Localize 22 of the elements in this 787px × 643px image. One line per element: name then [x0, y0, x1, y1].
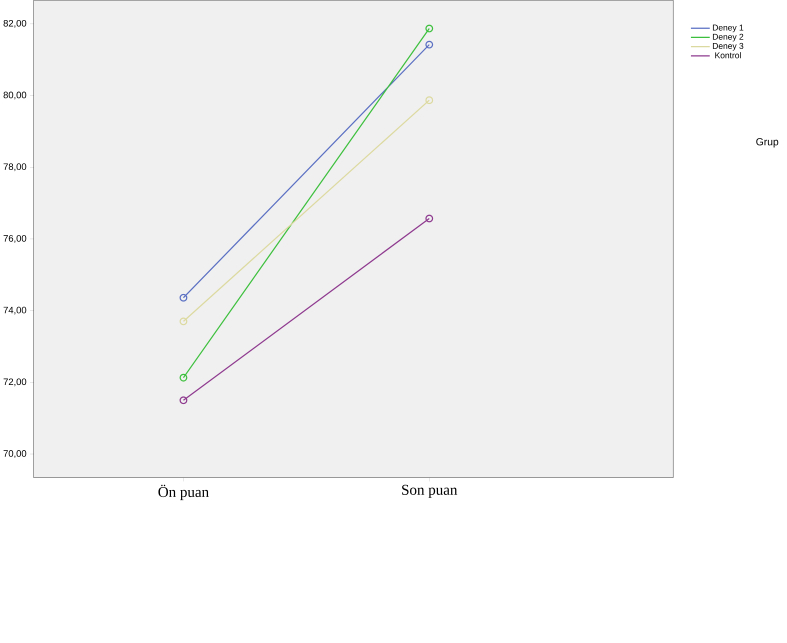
y-tick-label: 74,00 [4, 306, 26, 315]
legend-label: Deney 1 [712, 24, 744, 32]
point [425, 40, 434, 49]
y-tick-label: 76,00 [4, 235, 26, 244]
point [180, 374, 188, 382]
legend-label: Deney 2 [712, 34, 744, 42]
y-tick-label: 82,00 [4, 20, 26, 28]
y-tick-label: 78,00 [4, 164, 26, 172]
y-tick-label: 80,00 [4, 92, 26, 100]
legend-title: Grup [756, 138, 778, 148]
point [180, 318, 188, 326]
legend-label: Kontrol [715, 52, 741, 59]
point [425, 214, 434, 223]
point [180, 396, 188, 404]
x-tick-label: Ön puan [158, 484, 209, 500]
point [425, 24, 434, 33]
point [180, 294, 188, 302]
x-tick-label: Son puan [402, 484, 458, 498]
legend-label: Deney 3 [712, 43, 744, 51]
y-tick-label: 72,00 [4, 378, 26, 386]
point [425, 96, 434, 104]
y-tick-label: 70,00 [4, 450, 26, 458]
